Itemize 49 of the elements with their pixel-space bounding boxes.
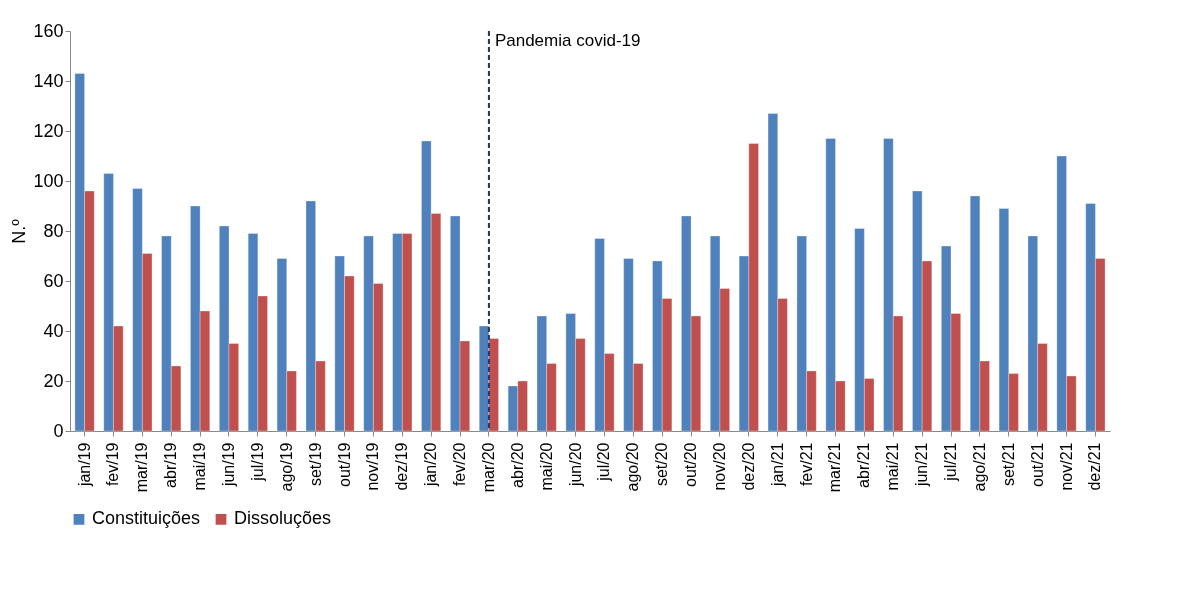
x-tick-label: dez/20 (739, 442, 757, 491)
x-tick-label: fev/21 (797, 442, 815, 487)
legend-label: Dissoluções (234, 508, 332, 529)
y-tick-label: 100 (33, 170, 64, 191)
y-tick-label: 60 (43, 270, 64, 291)
y-tick-label: 140 (33, 70, 64, 91)
x-tick-label: nov/19 (364, 442, 382, 491)
x-tick-label: set/19 (306, 442, 324, 487)
x-tick-label: jul/21 (942, 442, 960, 482)
y-axis-title: N.º (9, 218, 30, 244)
x-tick-label: abr/21 (855, 442, 873, 488)
y-tick-label: 120 (33, 120, 64, 141)
x-tick-label: mai/19 (191, 442, 209, 491)
x-tick-label: jul/19 (248, 442, 266, 482)
x-tick-label: jun/20 (566, 442, 584, 488)
y-tick-label: 20 (43, 370, 64, 391)
x-tick-label: mar/20 (479, 442, 497, 493)
x-tick-label: ago/19 (277, 442, 295, 492)
x-tick-label: jul/20 (595, 442, 613, 482)
x-tick-label: jun/19 (219, 442, 237, 488)
x-tick-label: jun/21 (913, 442, 931, 488)
y-tick-label: 0 (53, 420, 64, 441)
x-tick-label: jan/21 (768, 442, 786, 488)
x-tick-label: fev/20 (451, 442, 469, 487)
ref-line-label: Pandemia covid-19 (494, 31, 641, 50)
x-tick-label: mar/21 (826, 442, 844, 493)
x-tick-label: out/20 (682, 442, 700, 487)
x-tick-label: out/21 (1028, 442, 1046, 487)
x-tick-label: out/19 (335, 442, 353, 487)
x-tick-label: mai/21 (884, 442, 902, 491)
y-tick-label: 40 (43, 320, 64, 341)
x-tick-label: ago/21 (970, 442, 988, 492)
x-tick-label: fev/19 (104, 442, 122, 487)
x-tick-label: jan/19 (75, 442, 93, 488)
y-tick-label: 160 (33, 20, 64, 41)
x-tick-label: nov/21 (1057, 442, 1075, 491)
x-tick-label: jan/20 (422, 442, 440, 488)
x-tick-label: ago/20 (624, 442, 642, 492)
x-tick-label: mar/19 (133, 442, 151, 493)
x-tick-label: set/21 (999, 442, 1017, 487)
x-tick-label: dez/19 (393, 442, 411, 491)
y-tick-label: 80 (43, 220, 64, 241)
x-tick-label: nov/20 (710, 442, 728, 491)
x-tick-label: set/20 (653, 442, 671, 487)
legend-label: Constituições (92, 508, 201, 529)
x-tick-label: dez/21 (1086, 442, 1104, 491)
x-tick-label: abr/19 (162, 442, 180, 488)
x-tick-label: mai/20 (537, 442, 555, 491)
x-tick-label: abr/20 (508, 442, 526, 488)
